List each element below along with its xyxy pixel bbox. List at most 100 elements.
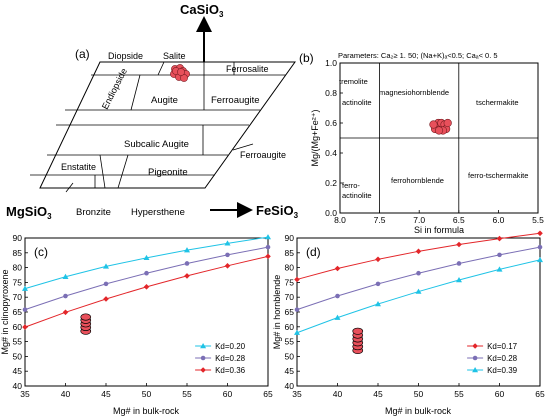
- y-tick-label: 45: [285, 366, 295, 376]
- field-ferro-actinolite-2: actinolite: [342, 191, 372, 200]
- panel-b-boundaries: [340, 63, 538, 213]
- x-tick-label: 35: [292, 389, 302, 399]
- y-tick-label: 70: [13, 292, 23, 302]
- x-tick-label: 45: [373, 389, 383, 399]
- field-augite: Augite: [151, 95, 178, 106]
- y-tick-label: 0.4: [325, 148, 337, 158]
- series-point: [62, 309, 69, 316]
- series-line: [24, 255, 269, 328]
- panel-c-xlabel: Mg# in bulk-rock: [113, 406, 180, 416]
- series-point: [537, 256, 543, 263]
- series-point: [416, 270, 421, 276]
- field-bronzite: Bronzite: [76, 207, 111, 218]
- series-point: [294, 276, 300, 283]
- y-tick-label: 65: [285, 307, 295, 317]
- sample-point: [352, 327, 364, 335]
- field-subcalcic-augite: Subcalic Augite: [124, 139, 189, 150]
- y-tick-label: 50: [13, 351, 23, 361]
- panel-c-samples: [80, 313, 92, 335]
- series-point: [62, 273, 69, 279]
- legend-marker: [200, 367, 206, 373]
- sample-cluster-a: [170, 64, 190, 82]
- x-tick-label: 5.5: [532, 215, 544, 225]
- legend-label: Kd=0.28: [487, 354, 518, 363]
- series-point: [143, 254, 150, 261]
- panel-d-samples: [352, 327, 364, 355]
- series-point: [497, 252, 502, 258]
- y-tick-label: 80: [13, 263, 23, 273]
- series-point: [103, 296, 109, 302]
- series-point: [415, 248, 422, 255]
- x-tick-label: 40: [61, 389, 71, 399]
- y-tick-label: 60: [13, 322, 23, 332]
- divider-pigeonite: [117, 154, 129, 189]
- panel-d-xlabel: Mg# in bulk-rock: [385, 406, 452, 416]
- series-point: [103, 263, 109, 269]
- field-ferroaugite: Ferroaugite: [211, 95, 260, 106]
- y-tick-label: 55: [13, 337, 23, 347]
- series-point: [456, 261, 462, 266]
- series-point: [265, 234, 271, 240]
- series-point: [375, 301, 381, 307]
- series-point: [184, 273, 190, 279]
- x-tick-label: 65: [535, 389, 545, 399]
- series-point: [415, 288, 422, 294]
- series-point: [265, 253, 271, 260]
- field-ferro-actinolite-1: ferro-: [342, 181, 360, 190]
- legend-marker: [472, 343, 478, 349]
- casio3-label: CaSiO3: [180, 2, 224, 19]
- series-line: [296, 259, 541, 334]
- series-point: [496, 235, 503, 242]
- field-endiopside: Endiopside: [100, 67, 129, 111]
- y-tick-label: 85: [13, 248, 23, 258]
- panel-b-points: [429, 118, 452, 135]
- y-tick-label: 70: [285, 292, 295, 302]
- x-tick-label: 35: [20, 389, 30, 399]
- field-ferrohornblende: ferrohornblende: [391, 176, 444, 185]
- series-point: [22, 324, 28, 330]
- series-point: [375, 256, 381, 263]
- series-point: [456, 277, 462, 283]
- y-tick-label: 75: [13, 277, 23, 287]
- divider-endiopside: [130, 74, 141, 111]
- divider-enstatite: [99, 154, 106, 189]
- panel-d-frame: [296, 237, 541, 387]
- field-tremolite: tremolite: [339, 77, 368, 86]
- x-tick-label: 6.0: [492, 215, 504, 225]
- series-point: [225, 252, 230, 258]
- series-point: [375, 281, 381, 287]
- salite-sample-point: [177, 68, 185, 76]
- x-tick-label: 55: [454, 389, 464, 399]
- panel-d-series: [294, 230, 543, 335]
- legend-label: Kd=0.36: [215, 366, 246, 375]
- amphibole-sample-point: [434, 126, 444, 135]
- field-ferroaugite-lower: Ferroaugite: [240, 150, 286, 160]
- ferroaugite-pointer: [232, 143, 254, 151]
- enstatite-pointer: [65, 182, 74, 193]
- x-tick-label: 65: [263, 389, 273, 399]
- series-point: [184, 261, 190, 266]
- panel-b-label: (b): [299, 51, 314, 65]
- series-point: [224, 240, 231, 246]
- pyroxene-quadrilateral: [39, 61, 296, 189]
- y-tick-label: 40: [13, 381, 23, 391]
- panel-c-legend: Kd=0.20 Kd=0.28 Kd=0.36: [195, 342, 246, 375]
- field-ferro-tschermakite: ferro-tschermakite: [468, 171, 528, 180]
- series-point: [22, 285, 28, 291]
- x-tick-label: 50: [414, 389, 424, 399]
- legend-marker: [200, 343, 207, 349]
- y-tick-label: 60: [285, 322, 295, 332]
- panel-c-series: [22, 234, 271, 330]
- divider-diopside: [157, 61, 165, 76]
- y-tick-label: 40: [285, 381, 295, 391]
- field-magnesiohornblende: magnesiohornblende: [379, 88, 449, 97]
- series-point: [103, 281, 109, 287]
- x-tick-label: 60: [223, 389, 233, 399]
- series-point: [63, 293, 68, 299]
- series-point: [335, 293, 340, 299]
- x-tick-label: 55: [182, 389, 192, 399]
- x-tick-label: 6.5: [453, 215, 465, 225]
- legend-label: Kd=0.20: [215, 342, 246, 351]
